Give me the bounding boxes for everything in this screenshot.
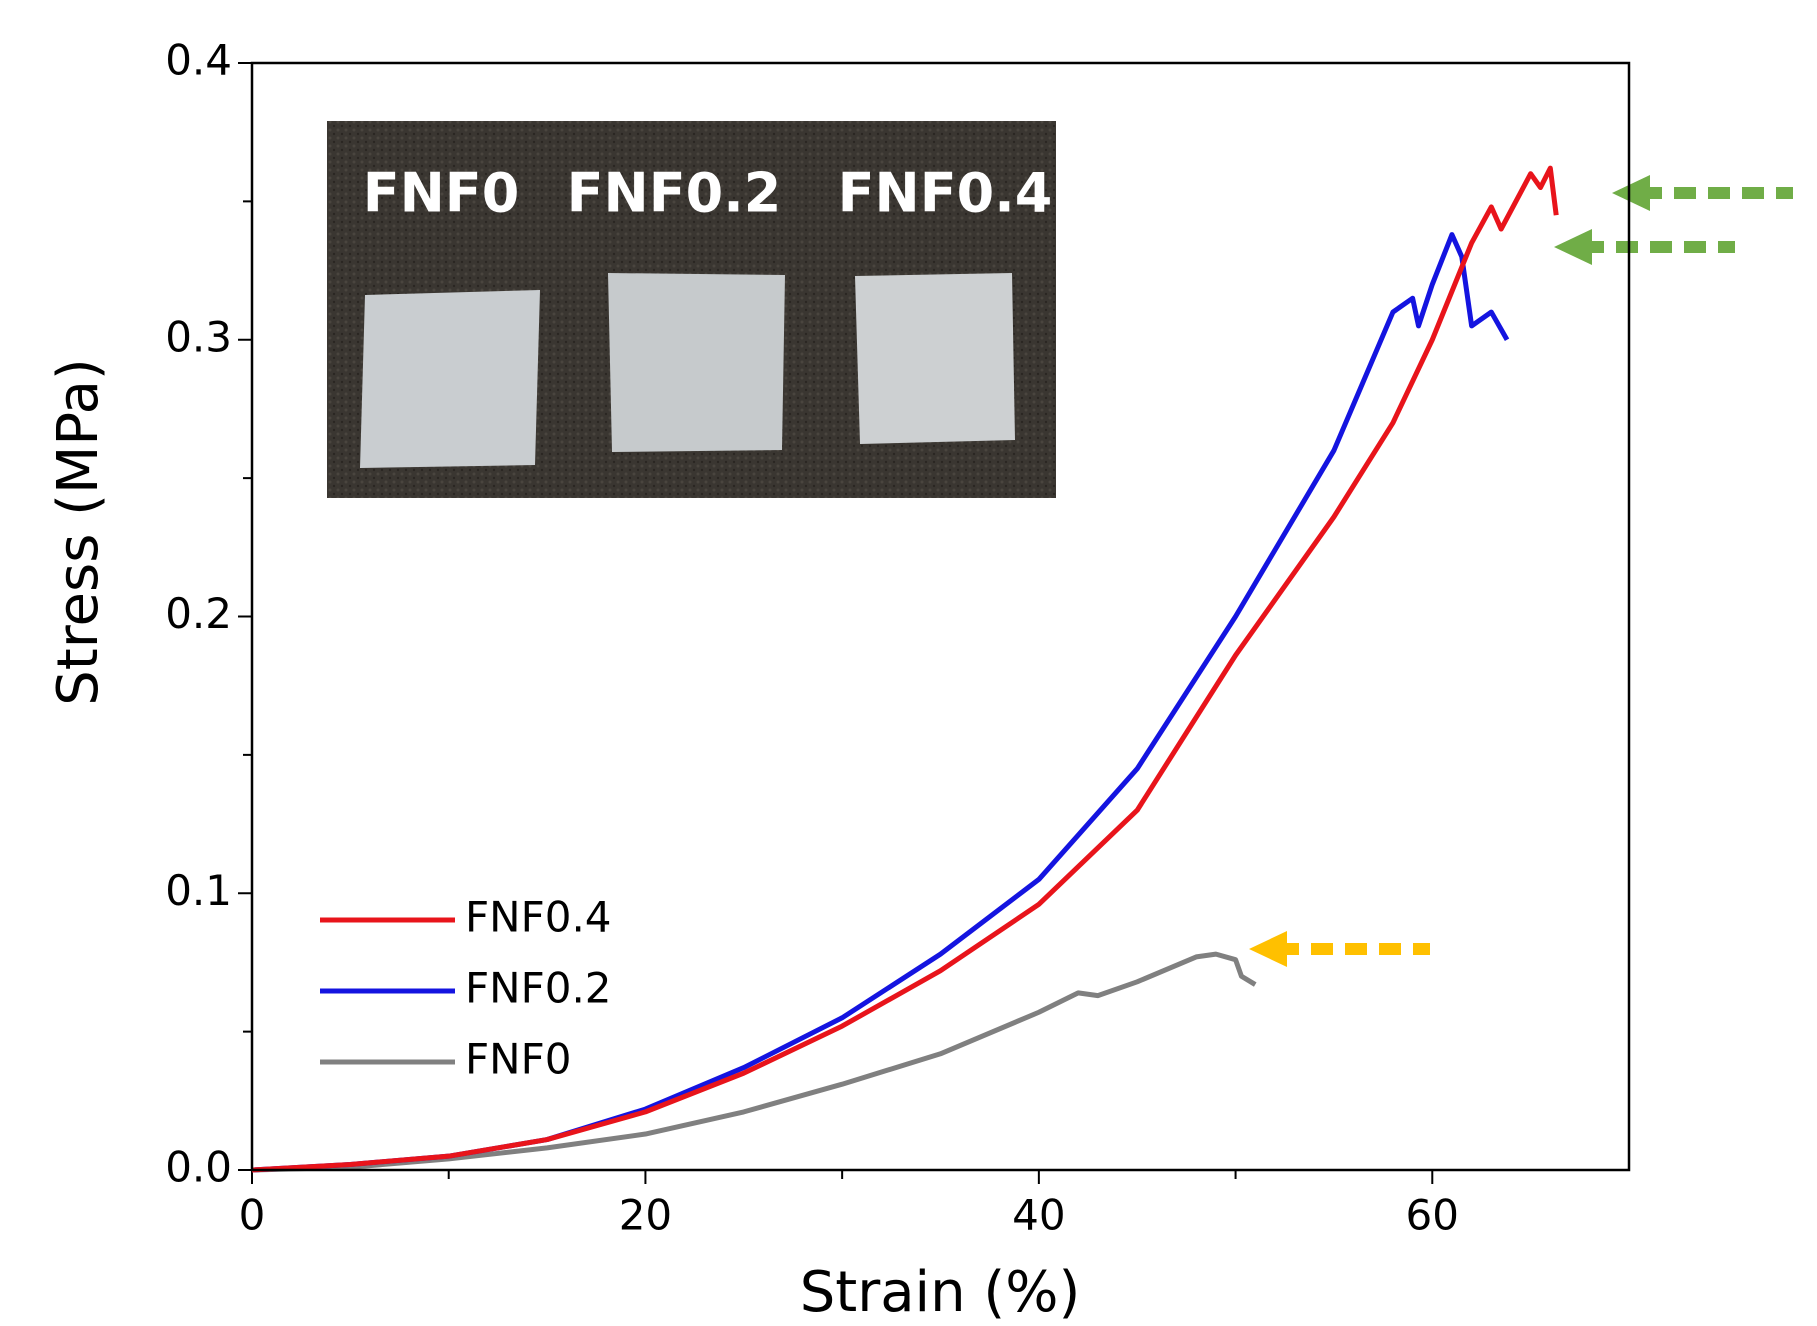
x-tick-label: 60 bbox=[1406, 1191, 1459, 1240]
arrow-head bbox=[1612, 175, 1650, 211]
legend-label: FNF0.2 bbox=[465, 964, 612, 1013]
arrow-head bbox=[1554, 229, 1592, 265]
x-tick-label: 20 bbox=[619, 1191, 672, 1240]
annotation-arrows bbox=[1249, 175, 1793, 967]
y-tick-label: 0.3 bbox=[165, 312, 232, 361]
sample bbox=[608, 273, 785, 452]
plot-frame bbox=[250, 61, 1631, 1172]
inset-label: FNF0.4 bbox=[838, 162, 1053, 225]
y-tick-label: 0.1 bbox=[165, 866, 232, 915]
inset-photo bbox=[327, 121, 1056, 498]
y-tick-label: 0.2 bbox=[165, 589, 232, 638]
inset-label: FNF0 bbox=[363, 162, 520, 225]
y-tick-label: 0.4 bbox=[165, 36, 232, 85]
sample bbox=[360, 290, 540, 468]
x-axis-title: Strain (%) bbox=[800, 1260, 1081, 1325]
arrow-head bbox=[1249, 931, 1287, 967]
x-tick-label: 40 bbox=[1012, 1191, 1065, 1240]
sample bbox=[855, 273, 1015, 444]
y-tick-label: 0.0 bbox=[165, 1143, 232, 1192]
legend-label: FNF0.4 bbox=[465, 893, 612, 942]
data-line bbox=[251, 165, 1559, 1173]
inset-label: FNF0.2 bbox=[567, 162, 782, 225]
data-line bbox=[251, 951, 1257, 1173]
legend-label: FNF0 bbox=[465, 1035, 571, 1084]
y-axis-title: Stress (MPa) bbox=[46, 358, 111, 705]
x-tick-label: 0 bbox=[239, 1191, 266, 1240]
